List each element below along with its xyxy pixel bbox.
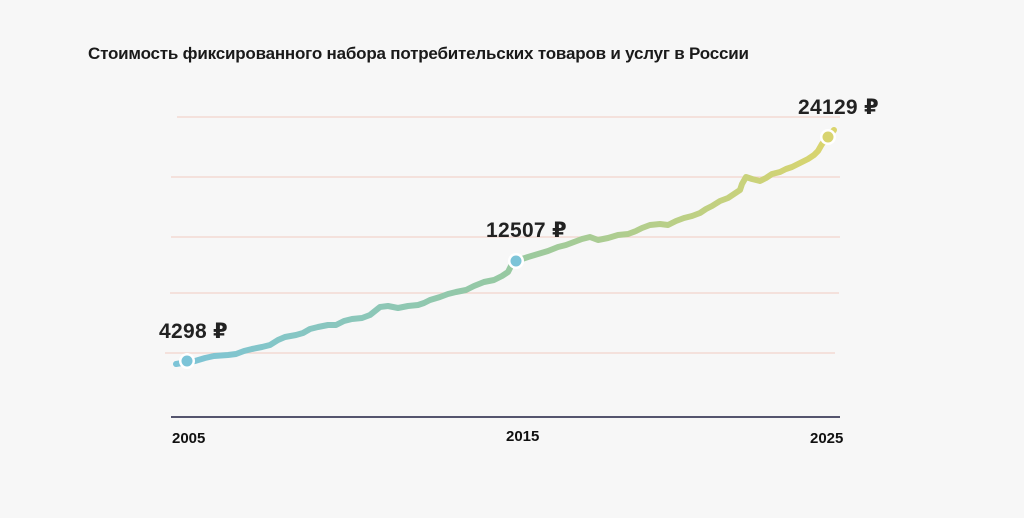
value-label-2015: 12507 ₽ bbox=[486, 219, 567, 242]
data-line bbox=[173, 127, 837, 367]
data-point-2005 bbox=[179, 353, 195, 369]
x-tick-2005: 2005 bbox=[172, 430, 206, 447]
chart-title: Стоимость фиксированного набора потребит… bbox=[88, 44, 749, 63]
gridlines bbox=[165, 116, 840, 354]
value-label-2025: 24129 ₽ bbox=[798, 96, 879, 119]
x-tick-2025: 2025 bbox=[810, 430, 844, 447]
data-point-2025 bbox=[820, 129, 836, 145]
x-tick-2015: 2015 bbox=[506, 428, 540, 445]
value-label-2005: 4298 ₽ bbox=[159, 320, 228, 343]
data-point-2015 bbox=[508, 253, 524, 269]
